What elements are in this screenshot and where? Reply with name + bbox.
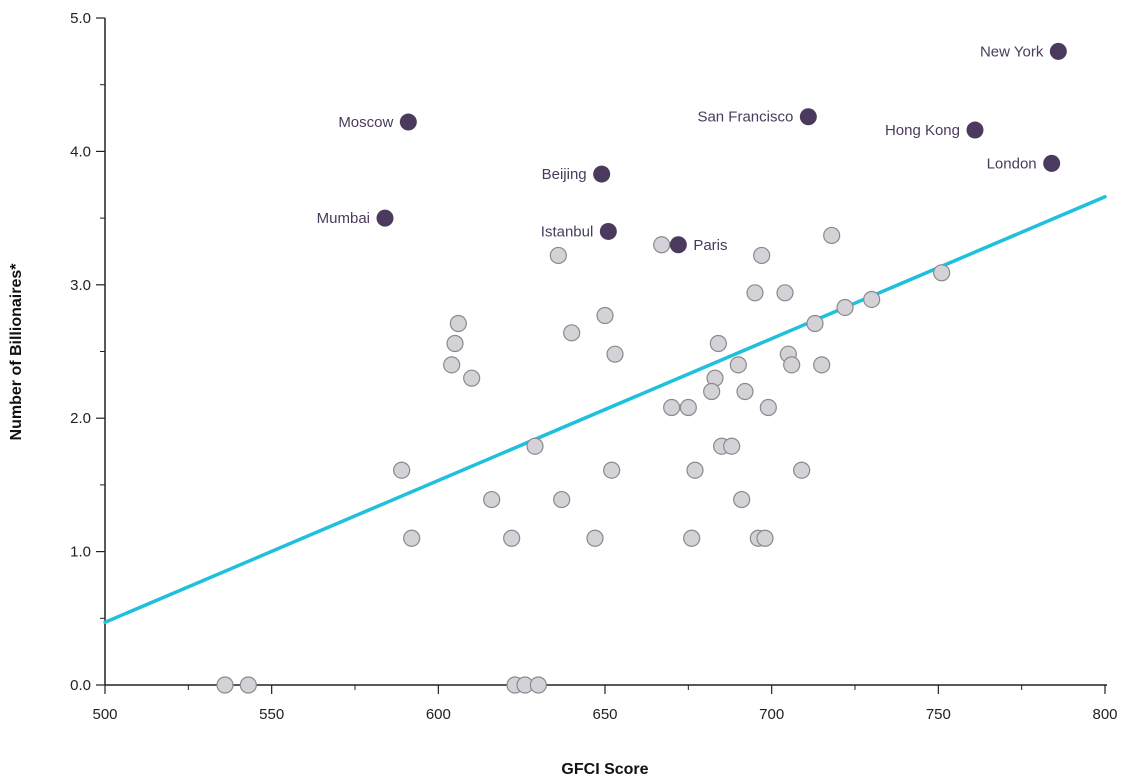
data-point [403, 529, 421, 547]
point-label: San Francisco [697, 109, 793, 126]
data-point [663, 398, 681, 417]
data-point [709, 334, 727, 353]
y-tick-label: 0.0 [70, 677, 91, 694]
highlighted-point [1049, 42, 1067, 60]
highlighted-point [1043, 154, 1061, 172]
data-point [703, 382, 721, 401]
point-label: London [987, 155, 1037, 172]
data-point [239, 676, 257, 694]
data-point [553, 490, 571, 509]
highlighted-point [599, 222, 617, 240]
y-axis-title: Number of Billionaires* [8, 263, 25, 441]
point-label: New York [980, 43, 1044, 60]
highlighted-point [669, 236, 687, 254]
data-point [686, 461, 704, 479]
y-axis-ticks: 0.0 1.0 2.0 3.0 4.0 5.0 [70, 10, 105, 694]
point-label: Mumbai [317, 210, 370, 227]
data-point [549, 246, 567, 265]
data-point [216, 676, 234, 694]
x-tick-label: 750 [926, 706, 951, 723]
highlighted-point [399, 113, 417, 131]
data-point [683, 529, 701, 547]
data-point [813, 356, 831, 374]
data-point [596, 306, 614, 325]
point-label: Moscow [338, 114, 393, 131]
data-point [529, 676, 547, 694]
y-tick-label: 2.0 [70, 410, 91, 427]
data-point [733, 490, 751, 509]
data-point [723, 437, 741, 455]
data-point [526, 437, 544, 455]
data-point [443, 356, 461, 374]
data-point [746, 284, 764, 302]
data-point [463, 369, 481, 387]
data-point [449, 314, 467, 333]
x-tick-label: 800 [1092, 706, 1117, 723]
data-point [759, 398, 777, 417]
data-point [653, 236, 671, 254]
x-tick-label: 650 [592, 706, 617, 723]
data-point [756, 529, 774, 547]
data-point [736, 382, 754, 401]
data-point [446, 334, 464, 353]
x-tick-label: 600 [426, 706, 451, 723]
data-point [563, 324, 581, 342]
highlighted-point [799, 108, 817, 126]
highlighted-point [966, 121, 984, 139]
x-axis-title: GFCI Score [561, 761, 648, 778]
data-point [393, 461, 411, 479]
data-point [933, 264, 951, 282]
data-point [776, 284, 794, 302]
other-city-points [216, 226, 951, 694]
data-point [863, 290, 881, 309]
x-tick-label: 500 [92, 706, 117, 723]
data-point [603, 461, 621, 479]
y-tick-label: 4.0 [70, 143, 91, 160]
x-tick-label: 550 [259, 706, 284, 723]
y-tick-label: 3.0 [70, 277, 91, 294]
point-label: Istanbul [541, 223, 594, 240]
y-tick-label: 5.0 [70, 10, 91, 27]
data-point [586, 529, 604, 547]
highlighted-point [593, 165, 611, 183]
data-point [806, 314, 824, 333]
trend-line [103, 195, 1107, 625]
data-point [503, 529, 521, 547]
data-point [836, 298, 854, 317]
point-label: Hong Kong [885, 122, 960, 139]
data-point [823, 226, 841, 245]
point-label: Paris [693, 237, 727, 254]
highlighted-city-points: New York Moscow San Francisco Hong Kong Lond… [317, 42, 1067, 254]
data-point [729, 356, 747, 374]
data-point [793, 461, 811, 479]
x-tick-label: 700 [759, 706, 784, 723]
point-label: Beijing [542, 166, 587, 183]
y-tick-label: 1.0 [70, 544, 91, 561]
data-point [483, 490, 501, 509]
data-point [783, 356, 801, 374]
data-point [753, 246, 771, 265]
highlighted-point [376, 209, 394, 227]
data-point [606, 345, 624, 363]
data-point [679, 398, 697, 417]
